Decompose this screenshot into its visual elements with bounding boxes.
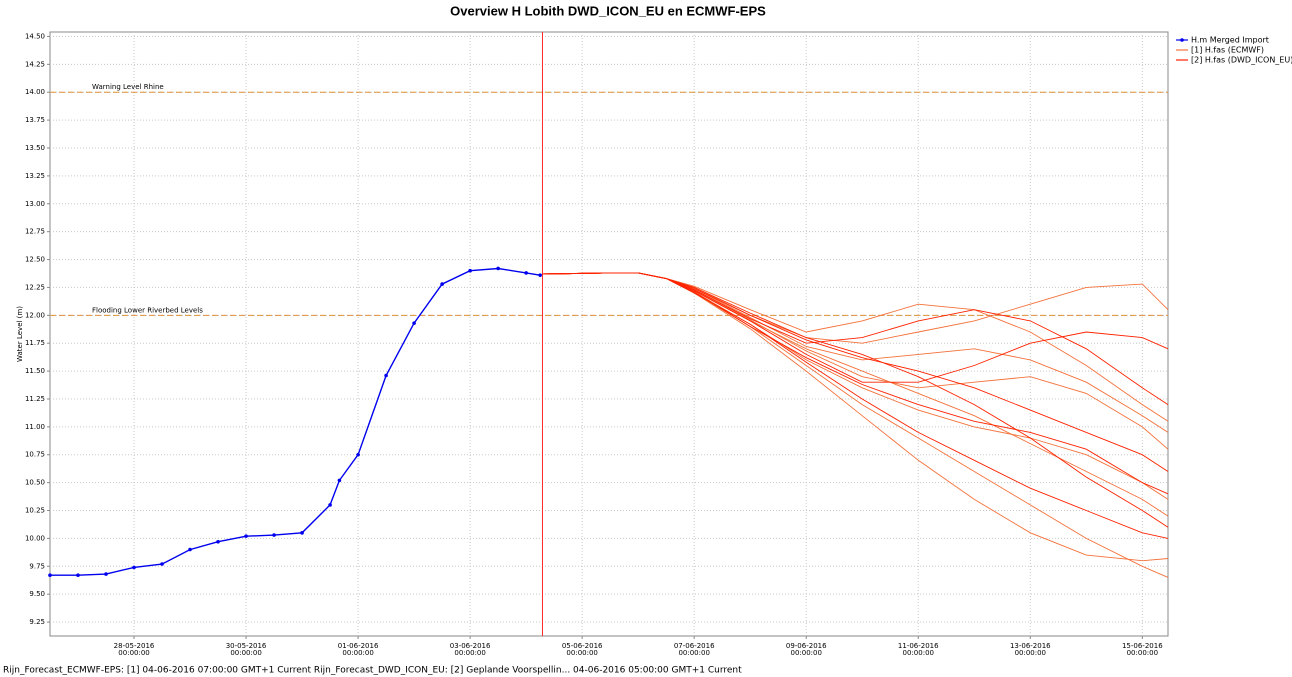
- x-tick-label: 28-05-2016: [114, 642, 155, 650]
- data-point: [337, 478, 342, 483]
- legend-label: H.m Merged Import: [1191, 36, 1269, 45]
- y-axis-label: Water Level (m): [16, 306, 24, 362]
- y-tick-label: 14.25: [25, 60, 45, 68]
- data-point: [412, 321, 416, 325]
- y-tick-label: 13.75: [25, 116, 45, 124]
- y-tick-label: 9.75: [29, 562, 45, 570]
- threshold-label: Warning Level Rhine: [92, 83, 164, 91]
- x-tick-label: 09-06-2016: [786, 642, 827, 650]
- data-point: [216, 539, 220, 544]
- data-point: [440, 282, 444, 286]
- x-tick-label: 00:00:00: [903, 649, 934, 657]
- y-tick-label: 13.25: [25, 172, 45, 180]
- data-point: [524, 271, 528, 275]
- series-line: [50, 267, 541, 576]
- y-tick-label: 11.50: [25, 367, 45, 375]
- y-tick-label: 10.50: [25, 479, 45, 487]
- x-tick-label: 00:00:00: [678, 649, 709, 657]
- data-point: [48, 573, 52, 578]
- data-point: [132, 565, 136, 570]
- data-point: [300, 531, 304, 535]
- data-point: [76, 573, 80, 578]
- series-line: [542, 272, 1169, 539]
- y-tick-label: 9.50: [29, 590, 45, 598]
- x-tick-label: 11-06-2016: [898, 642, 939, 650]
- data-point: [188, 547, 192, 552]
- y-tick-label: 13.50: [25, 144, 45, 152]
- legend-marker: [1180, 38, 1184, 42]
- y-tick-label: 14.50: [25, 32, 45, 40]
- x-tick-label: 00:00:00: [790, 649, 821, 657]
- series-line: [542, 272, 1169, 405]
- chart-title: Overview H Lobith DWD_ICON_EU en ECMWF-E…: [450, 3, 766, 18]
- y-tick-label: 10.75: [25, 451, 45, 459]
- data-point: [356, 452, 360, 457]
- x-tick-label: 13-06-2016: [1010, 642, 1051, 650]
- y-tick-label: 12.00: [25, 311, 45, 319]
- data-point: [160, 562, 164, 566]
- y-tick-label: 12.50: [25, 256, 45, 264]
- x-tick-label: 00:00:00: [1015, 649, 1046, 657]
- x-tick-label: 03-06-2016: [450, 642, 491, 650]
- data-point: [384, 373, 388, 378]
- x-tick-label: 07-06-2016: [674, 642, 715, 650]
- y-tick-label: 12.75: [25, 228, 45, 236]
- y-tick-label: 11.00: [25, 423, 45, 431]
- y-tick-label: 14.00: [25, 88, 45, 96]
- x-tick-label: 00:00:00: [1127, 649, 1158, 657]
- y-tick-label: 12.25: [25, 283, 45, 291]
- x-tick-label: 01-06-2016: [338, 642, 379, 650]
- data-point: [104, 572, 108, 576]
- data-point: [496, 266, 500, 271]
- data-point: [272, 533, 276, 537]
- footer-status: Rijn_Forecast_ECMWF-EPS: [1] 04-06-2016 …: [3, 666, 742, 676]
- y-tick-label: 10.00: [25, 534, 45, 542]
- y-tick-label: 11.25: [25, 395, 45, 403]
- series-line: [542, 272, 1169, 422]
- y-tick-label: 11.75: [25, 339, 45, 347]
- y-tick-label: 10.25: [25, 507, 45, 515]
- x-tick-label: 00:00:00: [342, 649, 373, 657]
- threshold-label: Flooding Lower Riverbed Levels: [92, 306, 203, 314]
- data-point: [538, 273, 542, 277]
- data-point: [468, 268, 472, 273]
- series-line: [542, 272, 1169, 495]
- series-line: [542, 272, 1169, 578]
- y-tick-label: 9.25: [29, 618, 45, 626]
- y-tick-label: 13.00: [25, 200, 45, 208]
- x-tick-label: 00:00:00: [118, 649, 149, 657]
- legend-label: [2] H.fas (DWD_ICON_EU): [1191, 56, 1292, 65]
- series-line: [542, 272, 1169, 344]
- series-line: [542, 272, 1169, 472]
- data-point: [244, 534, 248, 538]
- x-tick-label: 05-06-2016: [562, 642, 603, 650]
- series-line: [542, 272, 1169, 562]
- x-tick-label: 15-06-2016: [1122, 642, 1163, 650]
- series-line: [542, 272, 1169, 383]
- data-point: [328, 503, 332, 507]
- series-line: [542, 272, 1169, 450]
- x-tick-label: 00:00:00: [566, 649, 597, 657]
- legend-label: [1] H.fas (ECMWF): [1191, 46, 1264, 55]
- x-tick-label: 00:00:00: [454, 649, 485, 657]
- plot-frame: [49, 31, 1169, 637]
- x-tick-label: 00:00:00: [230, 649, 261, 657]
- x-tick-label: 30-05-2016: [226, 642, 267, 650]
